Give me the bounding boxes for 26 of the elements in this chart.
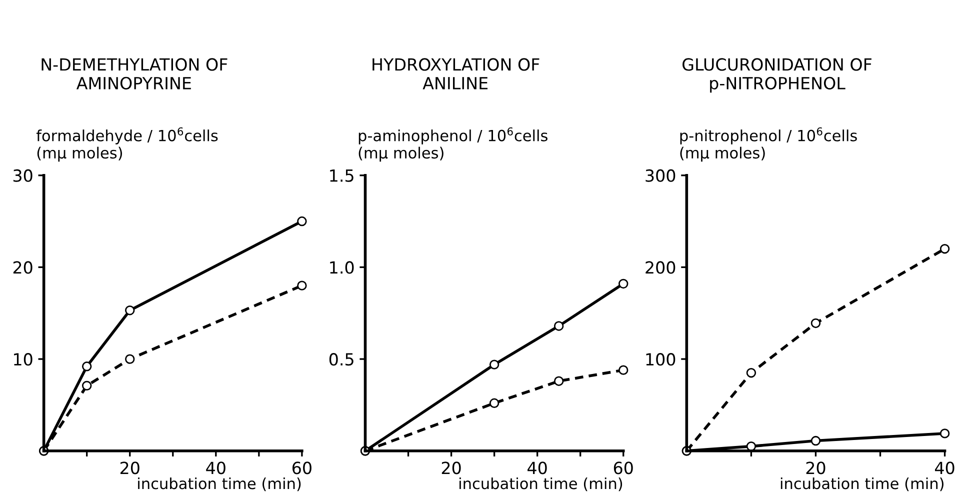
x-tick-label: 20 (806, 462, 826, 474)
x-tick-label: 60 (292, 462, 312, 474)
x-axis-title: incubation time (min) (138, 477, 301, 492)
text: p-aminophenol / 10$^{6}$cells (mμ moles) (358, 127, 548, 162)
x-axis-title: incubation time (min) (460, 477, 622, 492)
y-tick-label: 1.0 (330, 261, 354, 274)
x-tick-label: 60 (614, 462, 633, 474)
y-tick-label: 1.5 (330, 170, 354, 182)
y-tick-label: 300 (646, 169, 676, 182)
text: p-nitrophenol / 10$^{6}$cells (mμ moles) (680, 127, 857, 162)
x-tick-label: 40 (206, 462, 226, 474)
y-tick-label: 100 (646, 353, 676, 366)
x-axis-title: incubation time (min) (780, 477, 944, 492)
chart-title: GLUCURONIDATION OF p-NITROPHENOL (682, 58, 872, 93)
x-tick-label: 20 (120, 462, 140, 474)
y-tick-label: 30 (13, 169, 32, 182)
chart-title: HYDROXYLATION OF ANILINE (372, 58, 540, 90)
text: formaldehyde / 10$^{6}$cells (mμ moles) (36, 127, 218, 162)
y-tick-label: 20 (13, 261, 32, 274)
y-tick-label: 200 (646, 261, 676, 274)
y-tick-label: 0.5 (329, 353, 354, 366)
x-tick-label: 40 (934, 462, 954, 474)
x-tick-label: 20 (442, 462, 461, 474)
x-tick-label: 40 (528, 462, 547, 474)
chart-title: N-DEMETHYLATION OF AMINOPYRINE (42, 58, 228, 90)
y-tick-label: 10 (14, 353, 32, 366)
